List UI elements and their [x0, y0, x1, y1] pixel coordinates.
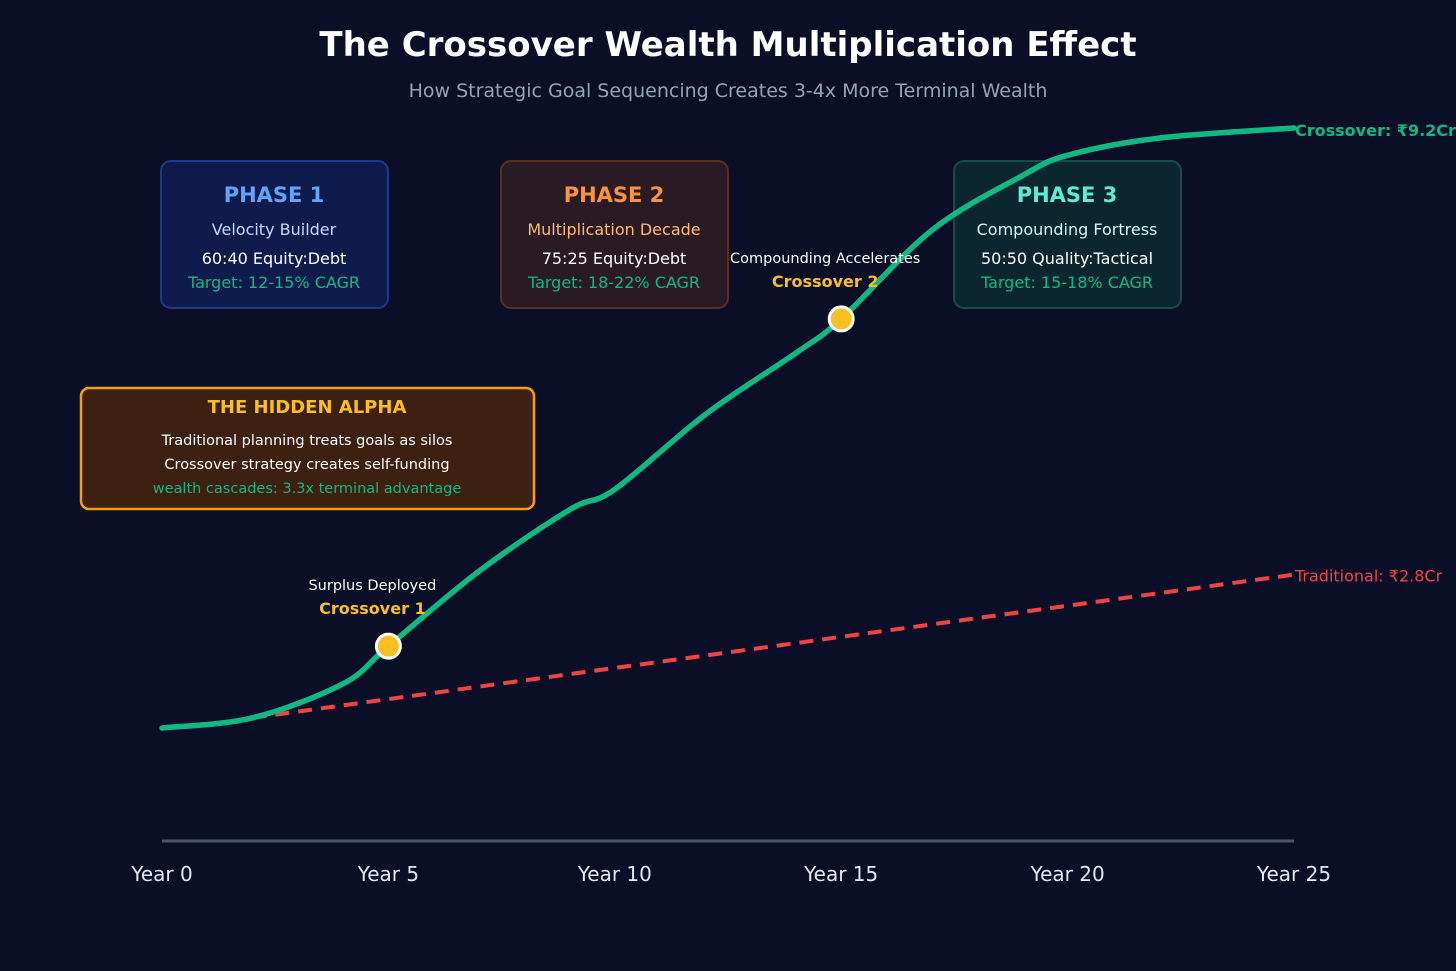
phase-3-target: Target: 15-18% CAGR	[980, 273, 1153, 292]
phase-3-allocation: 50:50 Quality:Tactical	[981, 249, 1153, 268]
phase-2-name: Multiplication Decade	[527, 220, 700, 239]
phase-1-allocation: 60:40 Equity:Debt	[202, 249, 347, 268]
phase-card-2: PHASE 2 Multiplication Decade 75:25 Equi…	[500, 160, 729, 309]
hidden-alpha-callout: THE HIDDEN ALPHA Traditional planning tr…	[79, 386, 536, 511]
crossover-marker-1-label: Crossover 1	[319, 599, 426, 618]
phase-2-target: Target: 18-22% CAGR	[527, 273, 700, 292]
crossover-end-label: Crossover: ₹9.2Cr	[1295, 121, 1456, 140]
phase-card-1-box	[160, 160, 389, 309]
hidden-alpha-title: THE HIDDEN ALPHA	[208, 397, 407, 418]
x-tick-label: Year 5	[357, 862, 419, 886]
crossover-markers: Surplus Deployed Crossover 1 Compounding A…	[308, 251, 920, 660]
phase-2-title: PHASE 2	[564, 183, 665, 207]
series-crossover-line	[159, 125, 1297, 731]
phase-card-2-box	[500, 160, 729, 309]
crossover-marker-1-note: Surplus Deployed	[308, 578, 436, 594]
chart-title: The Crossover Wealth Multiplication Effe…	[319, 25, 1136, 65]
phase-1-target: Target: 12-15% CAGR	[187, 273, 360, 292]
x-tick-label: Year 25	[1256, 862, 1331, 886]
phase-3-name: Compounding Fortress	[977, 220, 1158, 239]
x-tick-label: Year 10	[577, 862, 652, 886]
chart-subtitle: How Strategic Goal Sequencing Creates 3-…	[409, 80, 1048, 102]
series-traditional-line	[252, 572, 1295, 720]
crossover-marker-1	[374, 632, 402, 660]
x-axis-ticks: Year 0 Year 5 Year 10 Year 15 Year 20 Year 25	[130, 862, 1331, 886]
phase-card-3: PHASE 3 Compounding Fortress 50:50 Quali…	[953, 160, 1182, 309]
phase-1-name: Velocity Builder	[212, 220, 337, 239]
crossover-marker-2	[827, 305, 855, 333]
phase-2-allocation: 75:25 Equity:Debt	[542, 249, 687, 268]
crossover-marker-2-note: Compounding Accelerates	[730, 251, 920, 267]
crossover-marker-2-label: Crossover 2	[772, 272, 879, 291]
phase-3-title: PHASE 3	[1017, 183, 1118, 207]
phase-1-title: PHASE 1	[224, 183, 325, 207]
traditional-end-label: Traditional: ₹2.8Cr	[1294, 567, 1443, 586]
x-tick-label: Year 20	[1030, 862, 1105, 886]
x-tick-label: Year 15	[803, 862, 878, 886]
phase-card-3-box	[953, 160, 1182, 309]
phase-card-1: PHASE 1 Velocity Builder 60:40 Equity:De…	[160, 160, 389, 309]
hidden-alpha-line-1: Traditional planning treats goals as sil…	[161, 433, 453, 449]
hidden-alpha-line-2: Crossover strategy creates self-funding	[164, 457, 449, 473]
hidden-alpha-box	[79, 386, 536, 511]
hidden-alpha-line-3: wealth cascades: 3.3x terminal advantage	[153, 481, 462, 497]
x-tick-label: Year 0	[130, 862, 192, 886]
